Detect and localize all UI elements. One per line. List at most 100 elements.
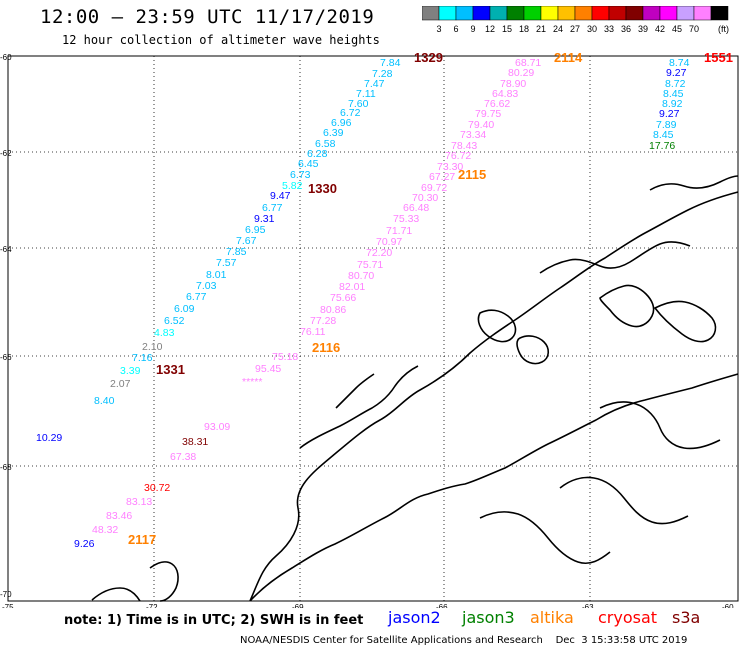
legend-tick-label: 6 [453, 24, 458, 34]
legend-swatch [472, 5, 491, 21]
legend-swatch [506, 5, 525, 21]
wave-height-label: 83.46 [106, 510, 132, 522]
wave-height-label: 76.11 [300, 326, 326, 338]
wave-height-label: 7.84 [380, 57, 401, 69]
pass-time-label: 1330 [308, 181, 337, 196]
wave-height-label: 2.10 [142, 341, 163, 353]
wave-height-label: 7.16 [132, 352, 153, 364]
wave-height-label: 7.28 [372, 68, 393, 80]
legend-tick-label: 15 [502, 24, 512, 34]
wave-height-label: 6.09 [174, 303, 195, 315]
legend-swatch [540, 5, 559, 21]
wave-height-label: 7.60 [348, 98, 369, 110]
wave-height-label: 7.67 [236, 235, 257, 247]
wave-height-label: 6.96 [331, 117, 352, 129]
wave-height-label: 76.72 [445, 150, 471, 162]
wave-height-label: 4.83 [154, 327, 175, 339]
wave-height-label: 64.83 [492, 88, 518, 100]
wave-height-label: 6.28 [307, 148, 328, 160]
wave-height-label: 6.52 [164, 315, 185, 327]
wave-height-label: 70.97 [376, 236, 402, 248]
lat-label: -64 [0, 245, 12, 254]
wave-height-label: 72.20 [366, 247, 392, 259]
legend-tick-label: 30 [587, 24, 597, 34]
color-legend: 3 6 9 12 15 18 21 24 27 30 33 36 39 42 45 70 (ft) [421, 5, 732, 40]
wave-height-label: 70.30 [412, 192, 438, 204]
legend-swatch [608, 5, 627, 21]
lat-label: -62 [0, 149, 12, 158]
legend-swatch [574, 5, 593, 21]
legend-swatch [710, 5, 729, 21]
wave-height-label: 80.86 [320, 304, 346, 316]
lon-label: -75 [2, 603, 14, 608]
wave-height-label: 6.73 [290, 169, 311, 181]
legend-tick-label: 39 [638, 24, 648, 34]
legend-tick-label: 18 [519, 24, 529, 34]
legend-tick-label: 27 [570, 24, 580, 34]
wave-height-label: 8.45 [653, 129, 674, 141]
legend-swatch [591, 5, 610, 21]
wave-height-label: 8.92 [662, 98, 683, 110]
wave-height-label: 76.62 [484, 98, 510, 110]
wave-height-label: 75.66 [330, 292, 356, 304]
wave-height-label: 5.82 [282, 180, 303, 192]
wave-height-label: 69.72 [421, 182, 447, 194]
wave-height-label: 83.13 [126, 496, 152, 508]
map-frame [7, 55, 739, 602]
wave-height-label: 95.45 [255, 363, 281, 375]
pass-time-label: 1551 [704, 50, 733, 65]
legend-tick-label: 12 [485, 24, 495, 34]
pass-time-label: 2115 [458, 167, 486, 182]
wave-height-label: 7.03 [196, 280, 217, 292]
wave-height-label: 8.74 [669, 57, 690, 69]
wave-height-label: 6.58 [315, 138, 336, 150]
wave-height-label: 67.38 [170, 451, 196, 463]
legend-swatch [676, 5, 695, 21]
lon-label: -72 [146, 603, 158, 608]
wave-height-label: 7.47 [364, 78, 385, 90]
legend-tick-label: 42 [655, 24, 665, 34]
wave-height-label: 68.71 [515, 57, 541, 69]
legend-tick-label: 9 [470, 24, 475, 34]
wave-height-label: 6.72 [340, 107, 361, 119]
pass-time-label: 2114 [554, 50, 583, 65]
legend-tick-label: 21 [536, 24, 546, 34]
wave-height-label: 80.70 [348, 270, 374, 282]
wave-height-label: 3.39 [120, 365, 141, 377]
wave-height-label: 8.72 [665, 78, 686, 90]
wave-height-label: 82.01 [339, 281, 365, 293]
note-text: note: 1) Time is in UTC; 2) SWH is in fe… [64, 613, 364, 628]
legend-swatch [659, 5, 678, 21]
legend-tick-label: 70 [689, 24, 699, 34]
wave-height-label: 71.71 [386, 225, 412, 237]
wave-height-label: 6.77 [262, 202, 283, 214]
wave-height-label: 38.31 [182, 436, 208, 448]
legend-swatch [489, 5, 508, 21]
legend-swatch [557, 5, 576, 21]
legend-tick-label: 45 [672, 24, 682, 34]
pass-time-label: 2116 [312, 340, 340, 355]
wave-height-label: 78.90 [500, 78, 526, 90]
wave-height-label: 78.43 [451, 140, 477, 152]
wave-height-label: 9.47 [270, 190, 291, 202]
wave-height-label: 8.40 [94, 395, 115, 407]
legend-unit: (ft) [718, 24, 729, 34]
legend-tick-label: 36 [621, 24, 631, 34]
wave-height-label: 80.29 [508, 67, 534, 79]
wave-height-label: 9.31 [254, 213, 275, 225]
legend-bar: 3 6 9 12 15 18 21 24 27 30 33 36 39 42 45 70 (ft) [421, 5, 729, 34]
legend-swatch [421, 5, 440, 21]
pass-time-label: 1329 [414, 50, 443, 65]
legend-swatch [625, 5, 644, 21]
wave-height-label: 17.76 [649, 140, 675, 152]
legend-tick-label: 24 [553, 24, 563, 34]
wave-height-label: 6.77 [186, 291, 207, 303]
wave-height-label: 75.33 [393, 213, 419, 225]
wave-height-label: 6.39 [323, 127, 344, 139]
satellite-label-s3a: s3a [672, 608, 701, 627]
wave-height-label: 7.11 [356, 88, 376, 100]
coastline [91, 175, 739, 602]
legend-swatch [523, 5, 542, 21]
wave-height-label: 8.01 [206, 269, 227, 281]
legend-tick-label: 3 [436, 24, 441, 34]
